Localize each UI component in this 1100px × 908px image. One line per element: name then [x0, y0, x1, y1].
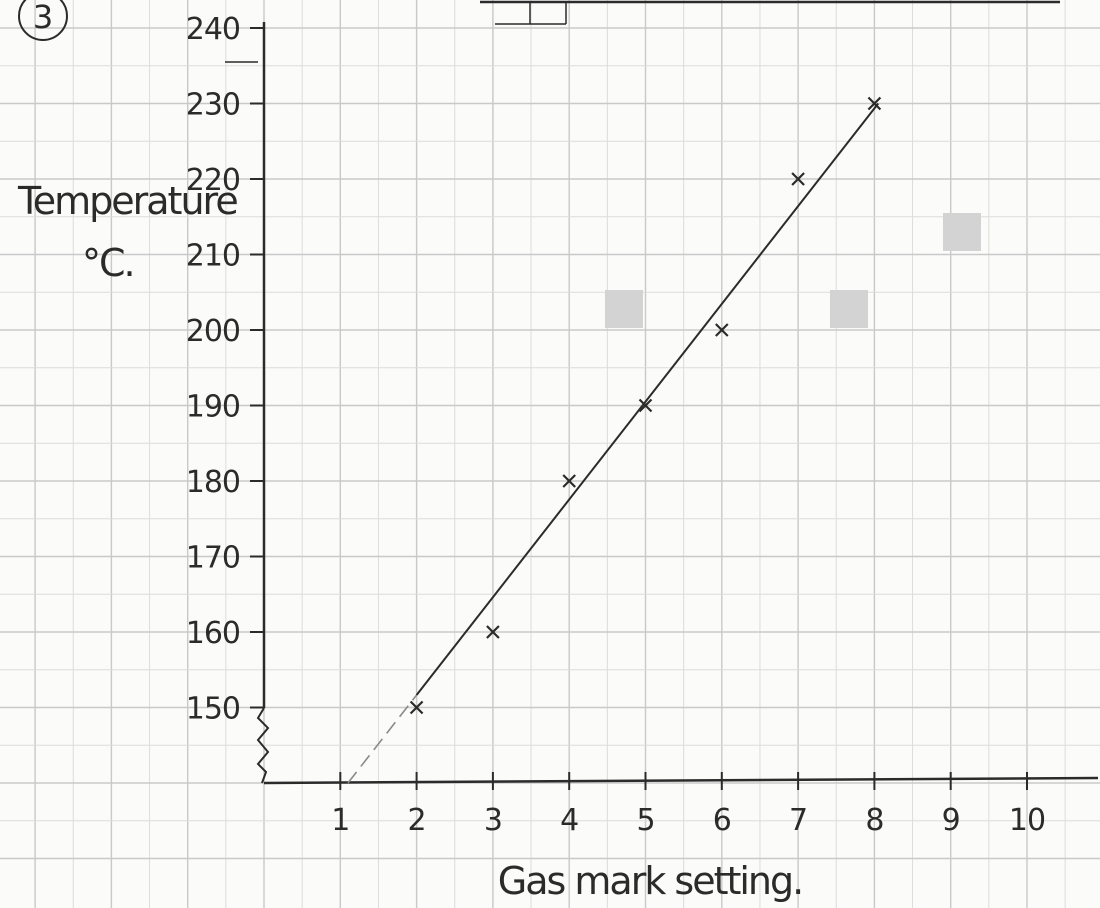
data-point [486, 625, 500, 639]
data-point [715, 323, 729, 337]
x-tick-label: 1 [331, 803, 349, 838]
data-point [562, 474, 576, 488]
y-tick-label: 200 [186, 314, 240, 349]
y-tick-label: 160 [186, 616, 240, 651]
best-fit-line-solid [415, 102, 880, 696]
y-tick-label: 240 [186, 12, 240, 47]
x-axis [263, 776, 1099, 785]
data-point-stroke [486, 625, 500, 639]
best-fit-line [347, 102, 880, 784]
data-point [791, 172, 805, 186]
data-point [409, 700, 424, 715]
question-number: 3 [33, 0, 53, 36]
x-tick-label: 9 [942, 803, 960, 838]
shaded-square [830, 290, 868, 328]
y-axis-break [256, 707, 270, 784]
data-point-stroke [715, 323, 729, 337]
x-tick-label: 10 [1009, 803, 1045, 838]
y-ticks: 150 160 170 180 190 200 210 220 230 240 [186, 12, 264, 727]
data-point-stroke [791, 172, 805, 186]
data-point [867, 96, 882, 111]
data-point-stroke [638, 398, 653, 413]
y-tick-label: 170 [186, 541, 240, 576]
y-tick-label: 230 [186, 88, 240, 123]
x-tick-label: 5 [636, 803, 654, 838]
x-tick-label: 7 [789, 803, 807, 838]
shaded-square [943, 213, 981, 251]
shaded-squares [605, 213, 981, 328]
y-tick-label: 180 [186, 465, 240, 500]
question-number-circle [18, 0, 68, 41]
x-tick-label: 4 [560, 803, 578, 838]
x-ticks: 1 2 3 4 5 6 7 8 9 10 [331, 772, 1046, 838]
data-point-stroke [562, 474, 576, 488]
x-tick-label: 3 [484, 803, 502, 838]
y-tick-label: 210 [186, 239, 240, 274]
y-axis-title-line1: Temperature [17, 179, 237, 223]
y-tick-label: 150 [186, 692, 240, 727]
shaded-square [605, 290, 643, 328]
y-tick-label: 220 [186, 163, 240, 198]
x-axis-title: Gas mark setting. [498, 859, 802, 903]
data-points [409, 96, 882, 715]
data-point-stroke [867, 96, 882, 111]
x-tick-label: 8 [865, 803, 883, 838]
x-tick-label: 6 [713, 803, 731, 838]
data-point-stroke [409, 700, 424, 715]
best-fit-line-extrapolated [347, 694, 418, 784]
x-tick-label: 2 [408, 803, 426, 838]
y-tick-label: 190 [186, 390, 240, 425]
data-point [638, 398, 653, 413]
y-axis-title-line2: °C. [82, 241, 134, 285]
